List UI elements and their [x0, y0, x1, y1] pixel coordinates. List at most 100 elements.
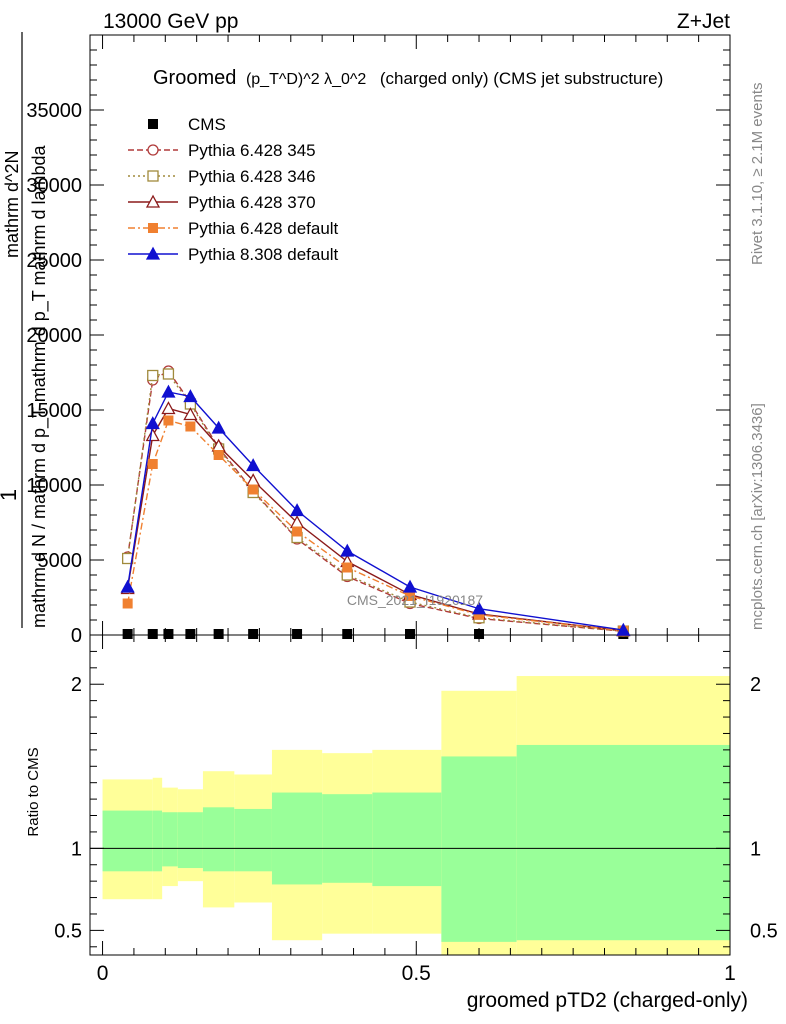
legend-marker-p346 — [147, 170, 159, 182]
band-inner-bin — [162, 812, 178, 867]
data-point-p6def — [147, 459, 158, 469]
legend-label-p346: Pythia 6.428 346 — [188, 167, 316, 186]
x-tick-label: 0.5 — [402, 962, 431, 985]
watermark: CMS_2021_I1920187 — [347, 592, 483, 608]
band-inner-bin — [202, 807, 235, 872]
data-point-p8def — [471, 601, 487, 615]
data-point-p6def — [405, 591, 415, 601]
data-point-cms — [342, 629, 353, 639]
data-point-p8def — [616, 622, 631, 636]
data-point-p6def — [185, 421, 196, 432]
data-point-p6def — [474, 609, 485, 620]
y-tick-label: 10000 — [26, 475, 82, 497]
main-frame — [89, 34, 731, 636]
data-point-p8def — [402, 579, 418, 593]
ratio-tick-label-left: 2 — [71, 674, 82, 696]
data-point-p8def — [183, 389, 198, 403]
ratio-bands — [102, 676, 730, 955]
data-point-p6def — [122, 598, 133, 609]
ratio-tick-label-left: 0.5 — [54, 920, 82, 942]
ylabel-denominator: mathrm d N / mathrm d p_T mathrm d p_T m… — [29, 145, 50, 628]
data-point-cms — [147, 629, 158, 639]
data-point-p8def — [246, 458, 261, 472]
data-point-cms — [292, 629, 303, 639]
data-point-p6def — [163, 415, 174, 426]
band-inner-bin — [152, 810, 163, 872]
series-p370 — [120, 401, 631, 637]
data-point-p346 — [162, 368, 175, 380]
y-tick-label: 30000 — [26, 175, 82, 197]
data-point-cms — [248, 629, 259, 639]
series-cms — [122, 629, 629, 639]
band-inner-bin — [102, 810, 153, 872]
mcplots-label: mcplots.cern.ch [arXiv:1306.3436] — [749, 403, 766, 630]
data-point-p8def — [211, 420, 226, 434]
title-suffix: (charged only) (CMS jet substructure) — [380, 69, 663, 88]
data-point-p370 — [145, 428, 160, 442]
data-point-p6def — [213, 450, 224, 460]
ylabel-one: 1 — [0, 489, 21, 501]
legend-label-p345: Pythia 6.428 345 — [188, 141, 316, 160]
series-group — [120, 365, 631, 639]
legend-label-p8def: Pythia 8.308 default — [188, 245, 339, 264]
data-point-p370 — [183, 407, 198, 421]
y-tick-label: 5000 — [38, 550, 83, 572]
data-point-cms — [122, 629, 133, 639]
series-p6def — [122, 415, 629, 636]
ratio-tick-label-left: 1 — [71, 838, 82, 860]
ratio-tick-label-right: 0.5 — [750, 920, 778, 942]
data-point-cms — [213, 629, 224, 639]
band-inner-bin — [516, 744, 730, 941]
y-tick-label: 15000 — [26, 400, 82, 422]
data-point-p6def — [342, 562, 353, 573]
data-point-p8def — [161, 384, 176, 398]
band-inner-bin — [177, 812, 203, 869]
legend-marker-p370 — [145, 194, 161, 208]
y-tick-label: 20000 — [26, 325, 82, 347]
band-inner-bin — [372, 792, 442, 887]
header-left: 13000 GeV pp — [103, 10, 238, 33]
legend-label-cms: CMS — [188, 115, 226, 134]
band-inner-bin — [441, 756, 517, 942]
data-point-cms — [474, 629, 485, 639]
xlabel: groomed pTD2 (charged-only) — [467, 989, 748, 1012]
data-point-p8def — [289, 503, 305, 517]
y-tick-label-zero: 0 — [71, 625, 82, 647]
ylabel-numerator: mathrm d^2N — [2, 151, 22, 258]
axis-tick-labels: 0 0.5 150001000015000200002500030000350000… — [26, 100, 777, 985]
data-point-p8def — [145, 416, 160, 430]
data-point-p370 — [161, 401, 176, 415]
series-p8def — [120, 384, 631, 636]
legend-marker-p345 — [147, 144, 159, 156]
title-formula: (p_T^D)^2 λ_0^2 — [246, 71, 366, 88]
legend-marker-cms — [148, 119, 158, 129]
title-prefix: Groomed — [153, 67, 236, 89]
legend-label-p6def: Pythia 6.428 default — [188, 219, 339, 238]
band-inner-bin — [234, 808, 272, 872]
legend: CMS Pythia 6.428 345 Pythia 6.428 346 Pythi… — [128, 115, 339, 264]
plot-title: Groomed (p_T^D)^2 λ_0^2 (charged only) (… — [153, 67, 663, 89]
data-point-p6def — [248, 484, 259, 495]
axis-ticks — [90, 35, 731, 955]
band-inner-bin — [322, 794, 373, 883]
data-point-cms — [405, 629, 415, 639]
ylabel-ratio: Ratio to CMS — [25, 747, 42, 836]
x-tick-label: 0 — [97, 962, 109, 985]
legend-marker-p6def — [148, 223, 158, 233]
x-tick-label: 1 — [724, 962, 736, 985]
y-tick-label: 35000 — [26, 100, 82, 122]
legend-marker-p8def — [145, 246, 161, 260]
series-line-p6def — [126, 419, 624, 632]
legend-label-p370: Pythia 6.428 370 — [188, 193, 316, 212]
data-point-cms — [185, 629, 196, 639]
data-point-p8def — [120, 579, 135, 593]
data-point-p8def — [340, 543, 355, 557]
ratio-tick-label-right: 1 — [750, 838, 761, 860]
band-inner-bin — [271, 792, 323, 885]
data-point-cms — [163, 629, 174, 639]
data-point-p346 — [147, 369, 159, 382]
rivet-label: Rivet 3.1.10, ≥ 2.1M events — [749, 83, 766, 266]
y-tick-label: 25000 — [26, 250, 82, 272]
data-point-p6def — [292, 526, 303, 537]
